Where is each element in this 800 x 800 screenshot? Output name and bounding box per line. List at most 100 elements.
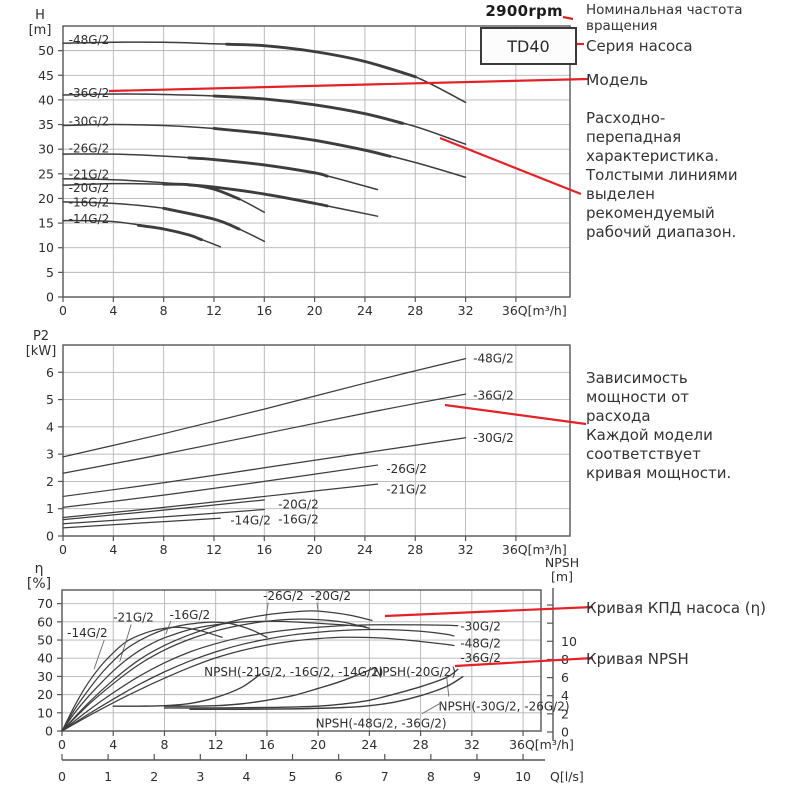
svg-text:-48G/2: -48G/2: [473, 352, 514, 366]
svg-text:50: 50: [37, 633, 53, 648]
svg-text:60: 60: [37, 614, 53, 629]
series-box: TD40: [480, 27, 577, 65]
svg-text:45: 45: [38, 68, 54, 83]
svg-text:-36G/2: -36G/2: [69, 86, 110, 100]
svg-text:10: 10: [561, 634, 577, 649]
annotation-series: Серия насоса: [586, 37, 693, 55]
svg-text:16: 16: [256, 542, 272, 557]
svg-text:Q[l/s]: Q[l/s]: [550, 769, 584, 784]
svg-text:15: 15: [38, 216, 54, 231]
svg-text:0: 0: [46, 529, 54, 544]
svg-text:10: 10: [37, 705, 53, 720]
svg-text:-20G/2: -20G/2: [310, 589, 351, 603]
svg-text:8: 8: [160, 303, 168, 318]
svg-text:-14G/2: -14G/2: [230, 514, 271, 528]
svg-text:-21G/2: -21G/2: [113, 610, 154, 624]
svg-text:25: 25: [38, 166, 54, 181]
series-name: TD40: [507, 36, 550, 56]
svg-text:-14G/2: -14G/2: [67, 626, 108, 640]
svg-text:0: 0: [46, 290, 54, 305]
h-axis-title: H [m]: [28, 8, 52, 38]
svg-text:2: 2: [561, 706, 569, 721]
svg-text:12: 12: [206, 542, 222, 557]
svg-text:0: 0: [58, 769, 66, 784]
svg-text:6: 6: [46, 365, 54, 380]
svg-text:3: 3: [46, 447, 54, 462]
svg-text:6: 6: [335, 769, 343, 784]
svg-text:12: 12: [206, 303, 222, 318]
svg-text:-26G/2: -26G/2: [386, 462, 427, 476]
svg-text:16: 16: [259, 737, 275, 752]
svg-text:-26G/2: -26G/2: [263, 589, 304, 603]
svg-text:-16G/2: -16G/2: [170, 608, 211, 622]
svg-text:24: 24: [357, 542, 373, 557]
svg-text:4: 4: [46, 419, 54, 434]
svg-text:12: 12: [208, 737, 224, 752]
svg-text:8: 8: [427, 769, 435, 784]
svg-text:4: 4: [109, 542, 117, 557]
svg-text:28: 28: [407, 303, 423, 318]
svg-text:40: 40: [38, 92, 54, 107]
svg-text:NPSH(-30G/2, -26G/2): NPSH(-30G/2, -26G/2): [439, 699, 570, 713]
svg-text:-14G/2: -14G/2: [69, 212, 110, 226]
svg-text:20: 20: [38, 191, 54, 206]
npsh-axis-title: NPSH [m]: [544, 555, 580, 584]
svg-text:32: 32: [458, 303, 474, 318]
annotation-model: Модель: [586, 71, 649, 89]
svg-text:5: 5: [46, 392, 54, 407]
svg-text:7: 7: [381, 769, 389, 784]
svg-text:8: 8: [160, 542, 168, 557]
svg-text:-16G/2: -16G/2: [278, 513, 319, 527]
svg-text:0: 0: [58, 737, 66, 752]
svg-text:50: 50: [38, 43, 54, 58]
svg-text:36Q[m³/h]: 36Q[m³/h]: [502, 303, 567, 318]
svg-text:NPSH(-21G/2, -16G/2, -14G/2): NPSH(-21G/2, -16G/2, -14G/2): [204, 665, 383, 679]
svg-text:5: 5: [46, 265, 54, 280]
annotation-rpm: Номинальная частота вращения: [586, 2, 743, 34]
svg-text:-20G/2: -20G/2: [278, 498, 319, 512]
svg-text:-48G/2: -48G/2: [69, 33, 110, 47]
svg-text:-21G/2: -21G/2: [386, 483, 427, 497]
svg-text:0: 0: [59, 303, 67, 318]
rpm-value: 2900rpm: [485, 2, 563, 20]
svg-text:5: 5: [289, 769, 297, 784]
svg-text:-26G/2: -26G/2: [69, 142, 110, 156]
svg-text:24: 24: [357, 303, 373, 318]
svg-text:0: 0: [45, 724, 53, 739]
svg-text:4: 4: [561, 688, 569, 703]
svg-text:6: 6: [561, 670, 569, 685]
svg-text:4: 4: [242, 769, 250, 784]
svg-text:-21G/2: -21G/2: [69, 167, 110, 181]
svg-text:3: 3: [196, 769, 204, 784]
svg-text:36Q[m³/h]: 36Q[m³/h]: [502, 542, 567, 557]
svg-text:1: 1: [104, 769, 112, 784]
p2-axis-title: P2 [kW]: [25, 329, 57, 359]
svg-text:20: 20: [310, 737, 326, 752]
svg-text:-30G/2: -30G/2: [69, 115, 110, 129]
svg-text:16: 16: [256, 303, 272, 318]
svg-text:-30G/2: -30G/2: [460, 620, 501, 634]
svg-text:70: 70: [37, 596, 53, 611]
svg-text:NPSH(-48G/2, -36G/2): NPSH(-48G/2, -36G/2): [316, 717, 447, 731]
svg-text:35: 35: [38, 117, 54, 132]
svg-text:20: 20: [307, 542, 323, 557]
svg-text:-16G/2: -16G/2: [69, 195, 110, 209]
svg-text:20: 20: [307, 303, 323, 318]
svg-text:30: 30: [37, 669, 53, 684]
svg-text:9: 9: [473, 769, 481, 784]
svg-text:0: 0: [59, 542, 67, 557]
svg-text:4: 4: [109, 737, 117, 752]
svg-text:20: 20: [37, 687, 53, 702]
svg-text:28: 28: [413, 737, 429, 752]
svg-text:-36G/2: -36G/2: [460, 651, 501, 665]
svg-text:30: 30: [38, 142, 54, 157]
svg-text:2: 2: [46, 474, 54, 489]
svg-text:-20G/2: -20G/2: [69, 181, 110, 195]
svg-text:28: 28: [407, 542, 423, 557]
annotation-efficiency: Кривая КПД насоса (η): [586, 599, 766, 617]
svg-text:32: 32: [458, 542, 474, 557]
svg-text:-30G/2: -30G/2: [473, 431, 514, 445]
svg-text:0: 0: [561, 725, 569, 740]
eta-axis-title: η [%]: [26, 561, 52, 592]
